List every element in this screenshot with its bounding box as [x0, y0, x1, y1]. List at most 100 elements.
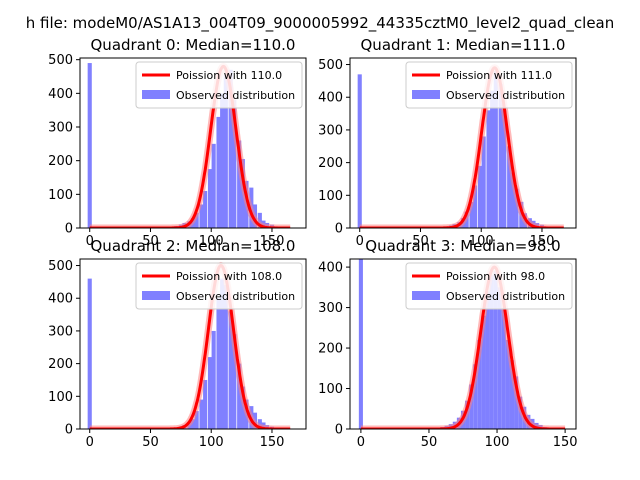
- y-tick-label: 200: [318, 156, 343, 171]
- histogram-bar: [240, 386, 245, 429]
- histogram-bar: [469, 201, 474, 228]
- x-tick-label: 50: [412, 234, 429, 249]
- histogram-bar: [203, 190, 208, 228]
- quadrant-title: Quadrant 1: Median=111.0: [361, 36, 566, 54]
- histogram-bar: [228, 69, 233, 228]
- quadrant-title: Quadrant 3: Median=98.0: [365, 237, 560, 255]
- histogram-bar: [190, 419, 196, 429]
- histogram-bar: [507, 146, 512, 228]
- legend-box: [405, 262, 573, 310]
- histogram-bar: [220, 93, 225, 228]
- histogram-bar: [232, 100, 237, 228]
- legend-histogram-swatch: [142, 291, 170, 300]
- histogram-bar: [509, 360, 515, 429]
- histogram-bar: [220, 278, 225, 429]
- plot-area: [87, 261, 291, 429]
- x-tick-label: 100: [485, 435, 510, 450]
- histogram-bar: [477, 339, 482, 429]
- histogram-bar: [211, 143, 216, 228]
- histogram-bar: [497, 287, 502, 429]
- histogram-bar: [477, 165, 483, 228]
- poisson-curve: [89, 263, 291, 429]
- histogram-bar: [514, 376, 519, 429]
- x-tick-label: 100: [199, 435, 224, 450]
- y-tick-label: 500: [48, 53, 73, 68]
- histogram-bar: [358, 259, 363, 429]
- histogram-bar: [510, 172, 515, 228]
- y-tick-label: 300: [318, 301, 343, 316]
- histogram-bar: [199, 399, 204, 429]
- legend-histogram-swatch: [412, 90, 440, 99]
- x-tick-label: 0: [86, 234, 94, 249]
- histogram-bar: [473, 185, 478, 228]
- legend-curve-label: Poission with 110.0: [176, 69, 282, 82]
- histogram-bar: [199, 204, 204, 228]
- poisson-curve: [360, 265, 566, 429]
- x-tick-label: 100: [199, 234, 224, 249]
- legend-box: [405, 61, 573, 109]
- histogram-bar: [481, 315, 486, 429]
- quadrant-0-panel: 0 50 100 150 0 100 200 300 400 500 Poission with 1…: [48, 36, 307, 249]
- histogram-bar: [228, 311, 233, 429]
- legend-histogram-swatch: [412, 291, 440, 300]
- legend-curve-label: Poission with 98.0: [446, 270, 545, 283]
- histogram-bar: [237, 140, 242, 228]
- y-tick-label: 500: [318, 58, 343, 73]
- y-tick-label: 200: [48, 357, 73, 372]
- histogram-bar: [486, 110, 491, 228]
- legend-curve-label: Poission with 111.0: [446, 69, 552, 82]
- legend-histogram-swatch: [142, 90, 170, 99]
- quadrant-3-panel: 0 50 100 150 0 100 200 300 400 Poission with 98.0…: [318, 237, 577, 450]
- x-tick-label: 0: [356, 234, 364, 249]
- legend: Poission with 111.0 Observed distribution: [405, 61, 573, 109]
- y-tick-label: 100: [48, 390, 73, 405]
- y-tick-label: 0: [65, 423, 73, 438]
- axes-frame: [79, 57, 307, 229]
- plot-area: [358, 259, 566, 429]
- y-tick-label: 300: [318, 123, 343, 138]
- histogram-bar: [237, 363, 242, 429]
- plot-area: [357, 64, 564, 228]
- y-tick-label: 300: [48, 121, 73, 136]
- x-tick-label: 100: [469, 234, 494, 249]
- x-tick-label: 0: [86, 435, 94, 450]
- histogram-bar: [207, 169, 213, 228]
- histogram-bar: [87, 278, 92, 429]
- quadrant-1-panel: 0 50 100 150 0 100 200 300 400 500 Poission with 1…: [318, 36, 577, 249]
- legend-box: [135, 262, 303, 310]
- y-tick-label: 300: [48, 324, 73, 339]
- y-tick-label: 400: [318, 261, 343, 276]
- y-tick-label: 0: [335, 222, 343, 237]
- quadrant-title: Quadrant 0: Median=110.0: [91, 36, 296, 54]
- histogram-bar: [485, 291, 490, 429]
- histogram-bar: [481, 136, 486, 228]
- histogram-bar: [502, 110, 507, 228]
- legend: Poission with 108.0 Observed distribution: [135, 262, 303, 310]
- x-tick-label: 150: [553, 435, 578, 450]
- axes-frame: [349, 258, 577, 430]
- plot-area: [87, 62, 291, 228]
- y-tick-label: 0: [335, 423, 343, 438]
- histogram-bar: [216, 298, 221, 429]
- legend: Poission with 98.0 Observed distribution: [405, 262, 573, 310]
- histogram-bar: [493, 271, 498, 429]
- histogram-bar: [473, 364, 478, 429]
- histogram-bar: [211, 330, 216, 429]
- histogram-bar: [493, 71, 498, 228]
- x-tick-label: 150: [260, 234, 285, 249]
- histogram-bar: [87, 63, 92, 228]
- figure-suptitle: h file: modeM0/AS1A13_004T09_9000005992_…: [26, 14, 615, 33]
- y-tick-label: 200: [48, 154, 73, 169]
- histogram-bar: [194, 411, 199, 429]
- x-tick-label: 50: [142, 435, 159, 450]
- x-tick-label: 50: [142, 234, 159, 249]
- histogram-bar: [489, 275, 494, 429]
- legend-histogram-label: Observed distribution: [446, 89, 565, 102]
- histogram-bar: [498, 84, 503, 228]
- legend-box: [135, 61, 303, 109]
- legend-curve-label: Poission with 108.0: [176, 270, 282, 283]
- y-tick-label: 100: [318, 189, 343, 204]
- legend-histogram-label: Observed distribution: [446, 290, 565, 303]
